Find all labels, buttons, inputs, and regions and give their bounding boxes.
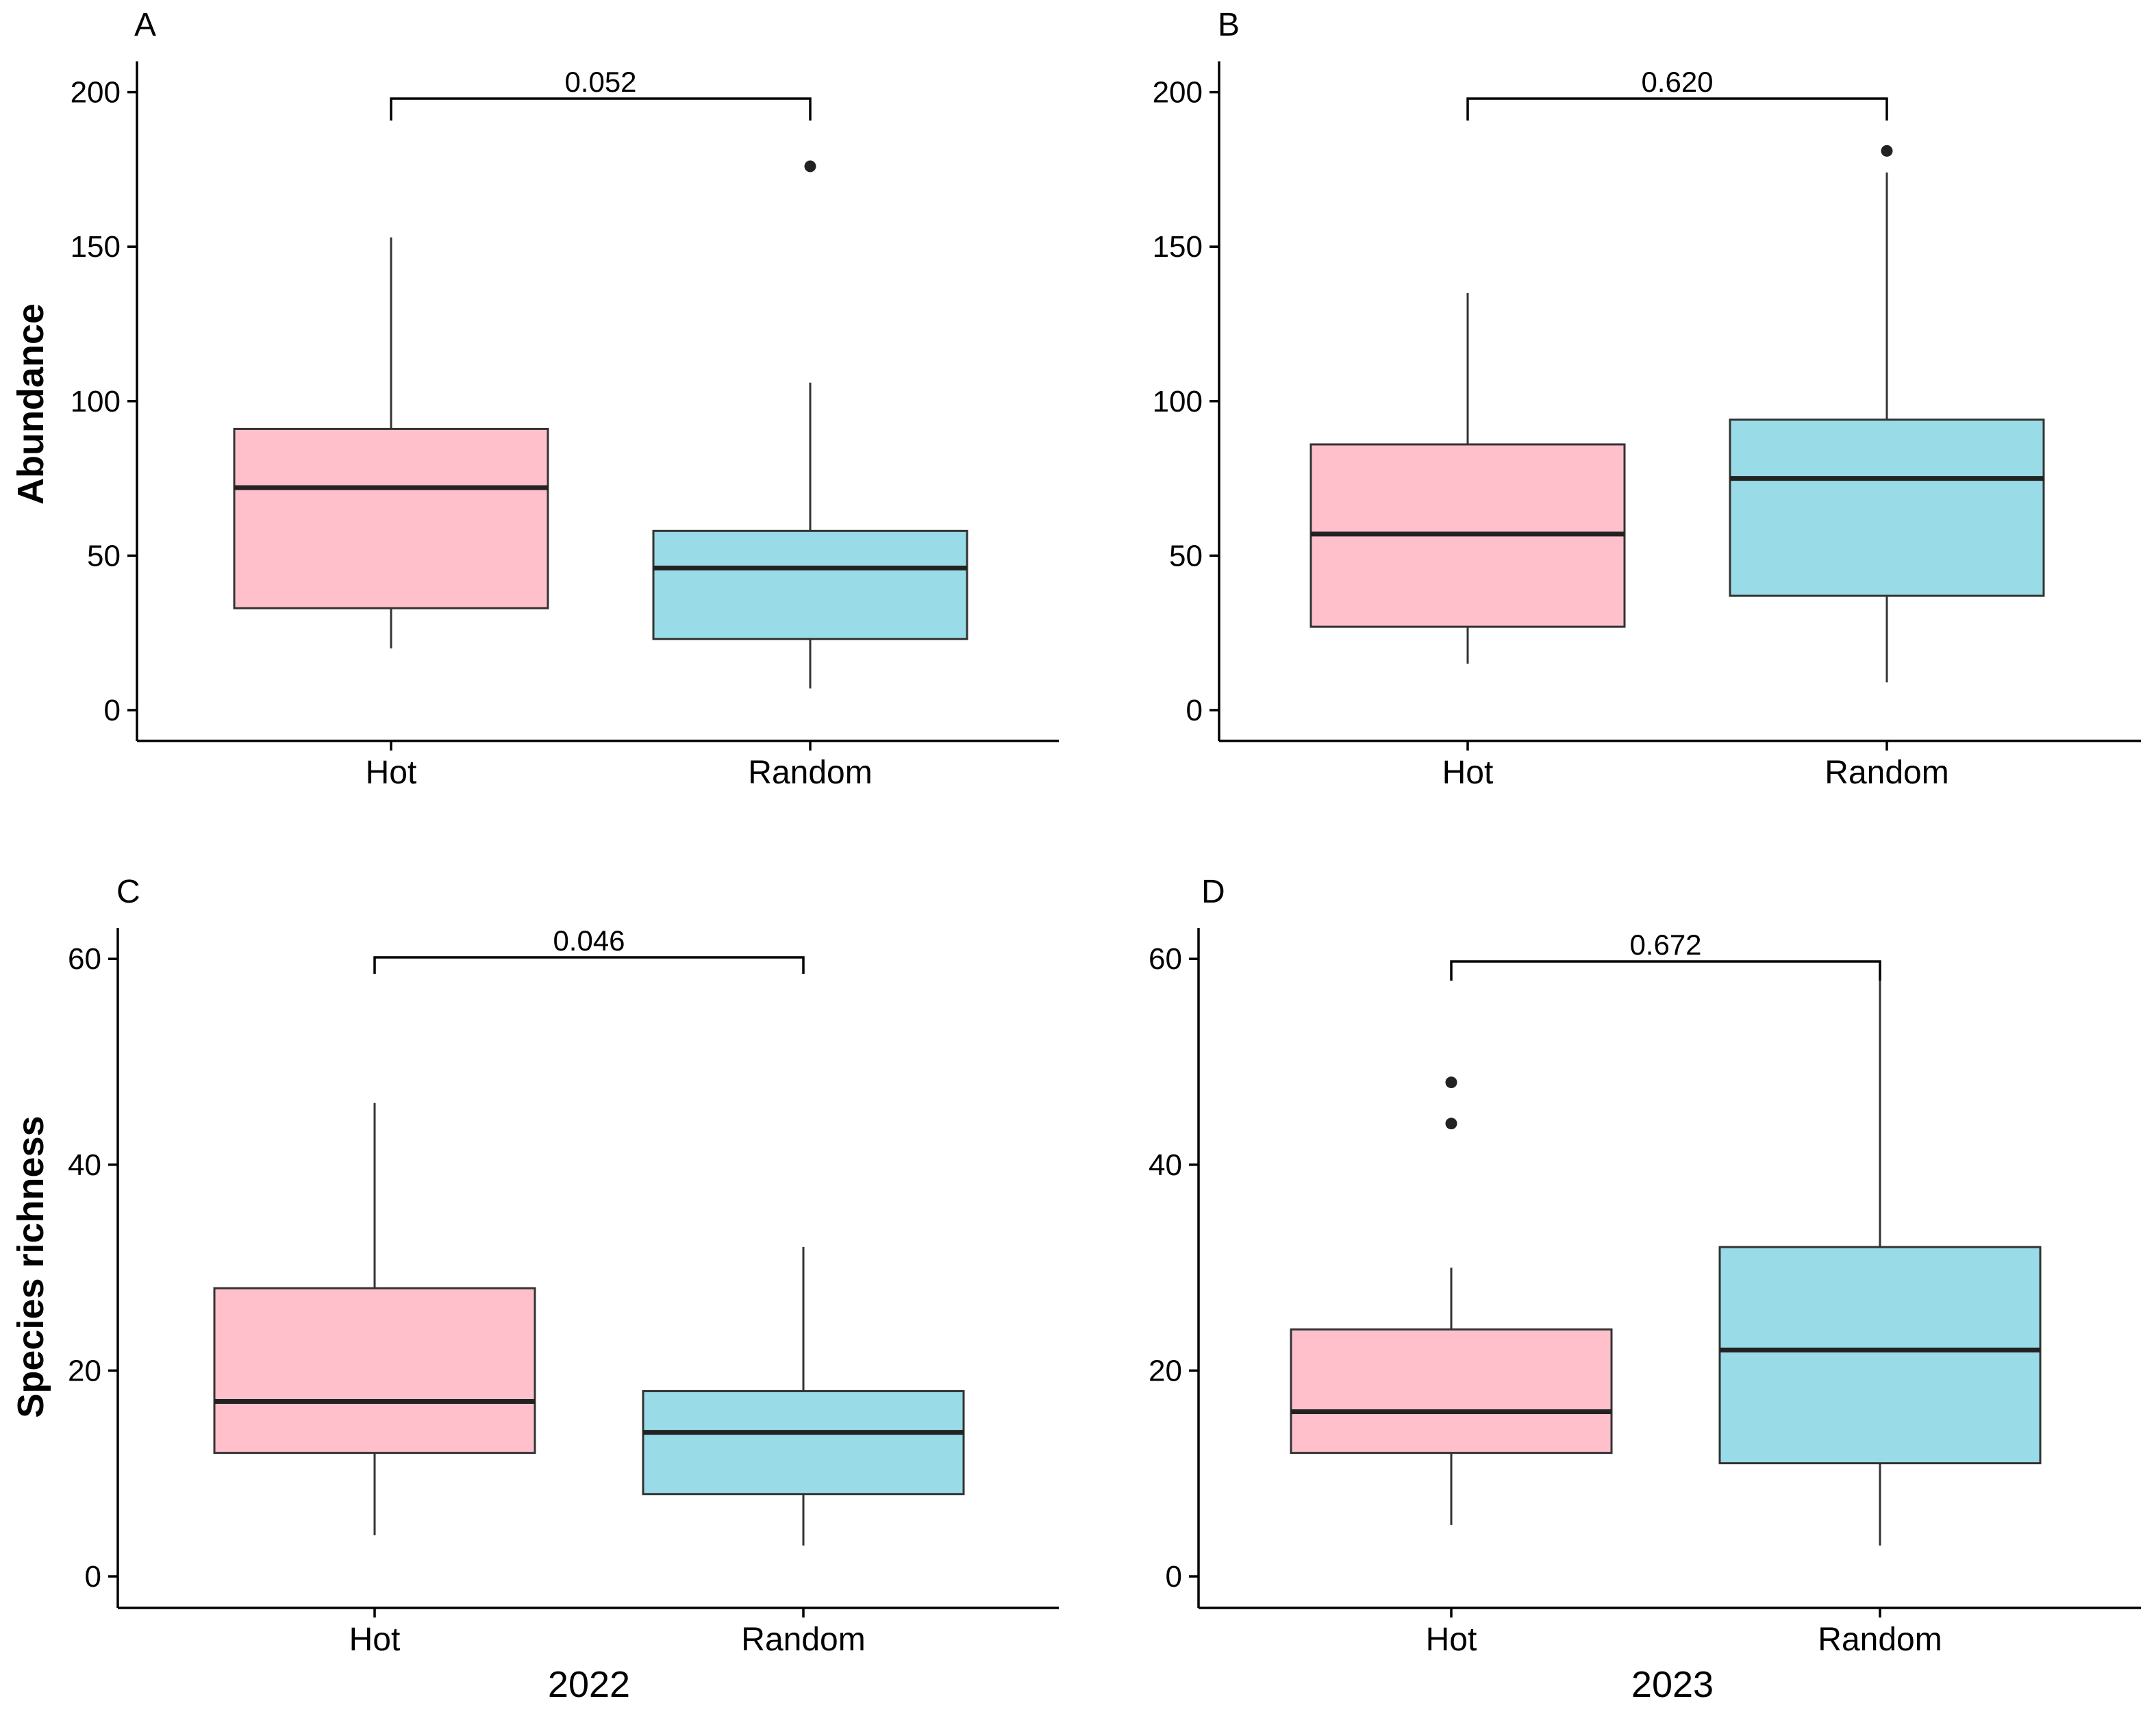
y-tick-label: 100: [71, 385, 121, 418]
p-value-label: 0.672: [1629, 929, 1701, 961]
outlier-point: [1881, 144, 1893, 157]
panel-c: C Species richness 0 20 40 60 Hot Random 0.046…: [10, 874, 1059, 1705]
box-hot: [1290, 1328, 1613, 1455]
panel-d: D 0 20 40 60 Hot Random 0.672 2023: [1149, 874, 2141, 1705]
y-tick-label: 150: [71, 230, 121, 264]
box-random: [652, 529, 968, 640]
box-random: [1718, 1246, 2042, 1465]
significance-bracket: [390, 97, 812, 121]
y-tick-label: 20: [68, 1354, 101, 1387]
panel-a-plot: 0 50 100 150 200 Hot Random 0.052: [71, 61, 1059, 791]
y-tick-label: 0: [104, 694, 121, 727]
panel-a-letter: A: [134, 7, 156, 43]
panel-c-plot: 0 20 40 60 Hot Random 0.046: [68, 924, 1059, 1658]
y-tick-label: 0: [1186, 694, 1203, 727]
p-value-label: 0.046: [553, 924, 625, 957]
x-tick-label: Random: [741, 1622, 865, 1658]
y-tick-label: 50: [1169, 539, 1203, 572]
panel-d-xlabel: 2023: [1631, 1664, 1714, 1705]
significance-bracket: [1466, 97, 1888, 121]
outlier-point: [1445, 1077, 1457, 1089]
panel-b-plot: 0 50 100 150 200 Hot Random 0.620: [1153, 61, 2141, 791]
panel-d-plot: 0 20 40 60 Hot Random 0.672: [1149, 928, 2141, 1658]
x-tick-label: Random: [1825, 755, 1948, 791]
y-tick-label: 20: [1149, 1354, 1182, 1387]
y-tick-label: 60: [1149, 942, 1182, 976]
x-tick-label: Random: [1818, 1622, 1942, 1658]
panel-c-ylabel: Species richness: [10, 1116, 51, 1418]
y-tick-label: 200: [71, 76, 121, 110]
y-tick-label: 60: [68, 942, 101, 976]
box-random: [642, 1389, 965, 1496]
box-random: [1729, 418, 2045, 597]
y-tick-label: 50: [87, 539, 121, 572]
x-tick-label: Hot: [1442, 755, 1494, 791]
significance-bracket: [1450, 960, 1881, 981]
x-tick-label: Hot: [1426, 1622, 1477, 1658]
panel-c-xlabel: 2022: [548, 1664, 630, 1705]
y-tick-label: 150: [1153, 230, 1203, 264]
y-tick-label: 40: [1149, 1148, 1182, 1182]
panel-c-letter: C: [116, 874, 140, 910]
panel-b-letter: B: [1218, 7, 1240, 43]
panel-a-ylabel: Abundance: [10, 303, 51, 505]
panel-b: B 0 50 100 150 200 Hot Random 0.620: [1153, 7, 2141, 791]
box-hot: [233, 427, 549, 609]
p-value-label: 0.052: [564, 66, 636, 98]
outlier-point: [804, 160, 816, 173]
y-tick-label: 0: [1166, 1560, 1182, 1594]
y-tick-label: 40: [68, 1148, 101, 1182]
panel-d-letter: D: [1201, 874, 1225, 910]
y-tick-label: 0: [85, 1560, 101, 1594]
y-tick-label: 100: [1153, 385, 1203, 418]
x-tick-label: Random: [748, 755, 872, 791]
box-hot: [213, 1287, 536, 1455]
significance-bracket: [373, 956, 805, 974]
x-tick-label: Hot: [349, 1622, 401, 1658]
panel-a: A Abundance 0 50 100 150 200 Hot Random 0.052: [10, 7, 1059, 791]
outlier-point: [1445, 1118, 1457, 1130]
p-value-label: 0.620: [1641, 66, 1713, 98]
y-tick-label: 200: [1153, 76, 1203, 110]
x-tick-label: Hot: [366, 755, 417, 791]
